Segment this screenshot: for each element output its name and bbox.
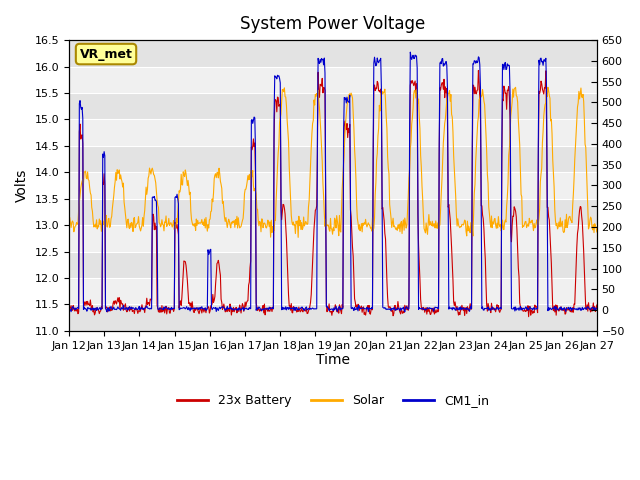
Bar <box>69 199 596 225</box>
Legend: 23x Battery, Solar, CM1_in: 23x Battery, Solar, CM1_in <box>172 389 494 412</box>
Bar <box>69 93 596 120</box>
Y-axis label: Volts: Volts <box>15 169 29 202</box>
Bar <box>69 304 596 331</box>
Title: System Power Voltage: System Power Voltage <box>240 15 426 33</box>
Text: VR_met: VR_met <box>79 48 132 60</box>
Bar <box>69 40 596 67</box>
Bar <box>69 252 596 278</box>
Bar <box>69 146 596 172</box>
X-axis label: Time: Time <box>316 353 350 367</box>
